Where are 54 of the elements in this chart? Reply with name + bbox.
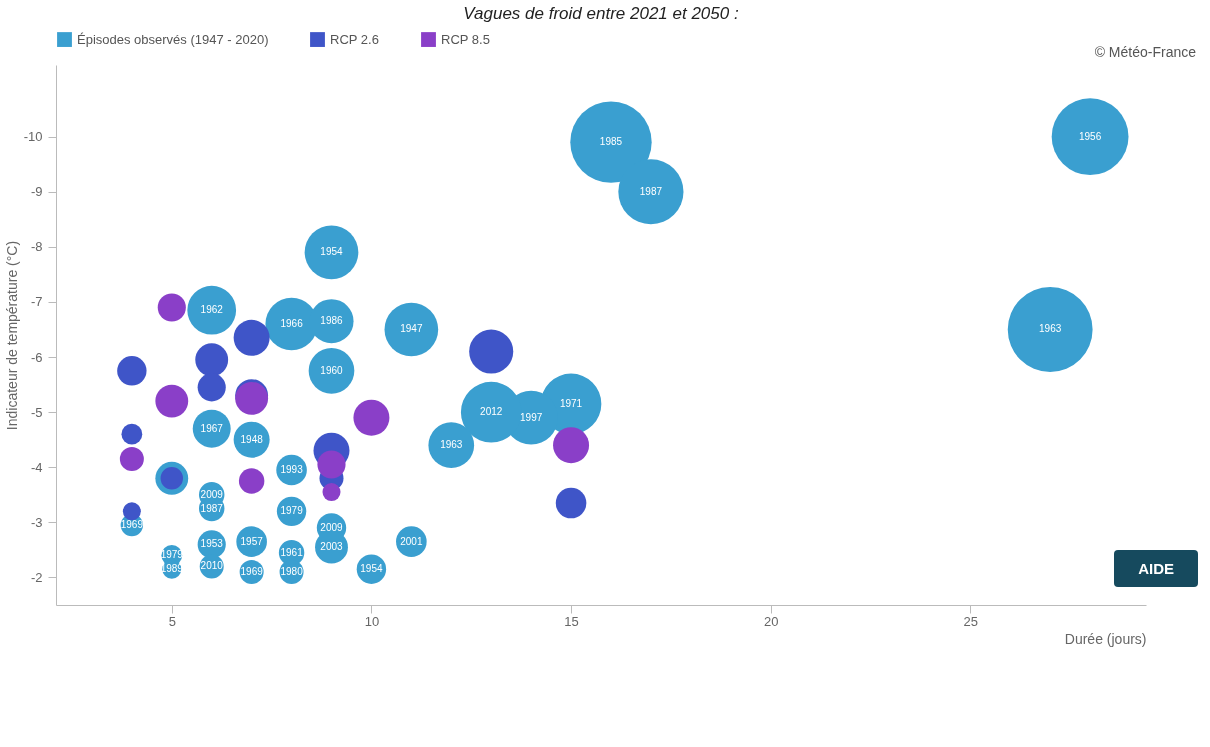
x-axis-title: Durée (jours) xyxy=(1064,630,1147,647)
annotation: 1997 xyxy=(520,411,543,423)
annotation: 1953 xyxy=(200,538,224,550)
x-tick-label: 10 xyxy=(364,613,380,629)
annotation: 2001 xyxy=(400,535,423,547)
annotation: 1979 xyxy=(160,549,184,561)
annotation: 1961 xyxy=(280,546,304,558)
annotation: 1971 xyxy=(559,397,583,409)
annotation: 1969 xyxy=(240,565,264,577)
annotation: 2009 xyxy=(320,521,344,533)
annotation: 1954 xyxy=(360,563,383,575)
annotation: 1987 xyxy=(639,185,663,197)
annotation: 1963 xyxy=(440,439,463,451)
annotation: 2009 xyxy=(200,488,224,500)
x-tick-label: 15 xyxy=(564,613,579,629)
annotation: 1986 xyxy=(320,315,344,327)
y-tick-label: -8 xyxy=(30,239,43,255)
annotation: 1979 xyxy=(280,505,304,517)
annotation: 1963 xyxy=(1039,323,1062,335)
annotation: 1967 xyxy=(200,422,224,434)
x-tick-label: 20 xyxy=(763,613,779,629)
x-tick-label: 5 xyxy=(168,613,176,629)
annotation: 1956 xyxy=(1078,130,1102,142)
legend-label: RCP 8.5 xyxy=(441,31,490,47)
chart-title: Vagues de froid entre 2021 et 2050 : xyxy=(463,4,739,23)
annotation: 2003 xyxy=(320,541,344,553)
annotation: 1987 xyxy=(200,502,224,514)
x-tick-label: 25 xyxy=(963,613,979,629)
y-tick-label: -2 xyxy=(30,569,43,585)
annotation: 1962 xyxy=(200,304,224,316)
annotation: 1985 xyxy=(599,136,623,148)
annotation: 1957 xyxy=(240,535,264,547)
annotation: 1969 xyxy=(120,519,144,531)
annotation: 2012 xyxy=(480,406,503,418)
y-tick-label: -9 xyxy=(30,184,43,200)
y-tick-label: -7 xyxy=(30,294,43,310)
annotation: 1947 xyxy=(400,323,423,335)
y-tick-label: -3 xyxy=(30,514,43,530)
help-button: AIDE xyxy=(1114,550,1198,587)
y-tick-label: -6 xyxy=(30,349,43,365)
legend-label: Épisodes observés (1947 - 2020) xyxy=(77,31,269,47)
annotation: 1980 xyxy=(280,565,304,577)
annotation: 1960 xyxy=(320,364,344,376)
y-tick-label: -10 xyxy=(23,129,43,145)
y-tick-label: -4 xyxy=(30,459,43,475)
legend-label: RCP 2.6 xyxy=(330,31,379,47)
annotation: 1966 xyxy=(280,317,304,329)
annotation: 1954 xyxy=(320,246,344,258)
annotation: 2010 xyxy=(200,560,224,572)
annotation: 1948 xyxy=(240,433,264,445)
y-axis-title: Indicateur de température (°C) xyxy=(3,240,20,431)
annotation: 1993 xyxy=(280,464,304,475)
y-tick-label: -5 xyxy=(30,404,43,420)
text: © Météo-France xyxy=(1094,44,1196,60)
